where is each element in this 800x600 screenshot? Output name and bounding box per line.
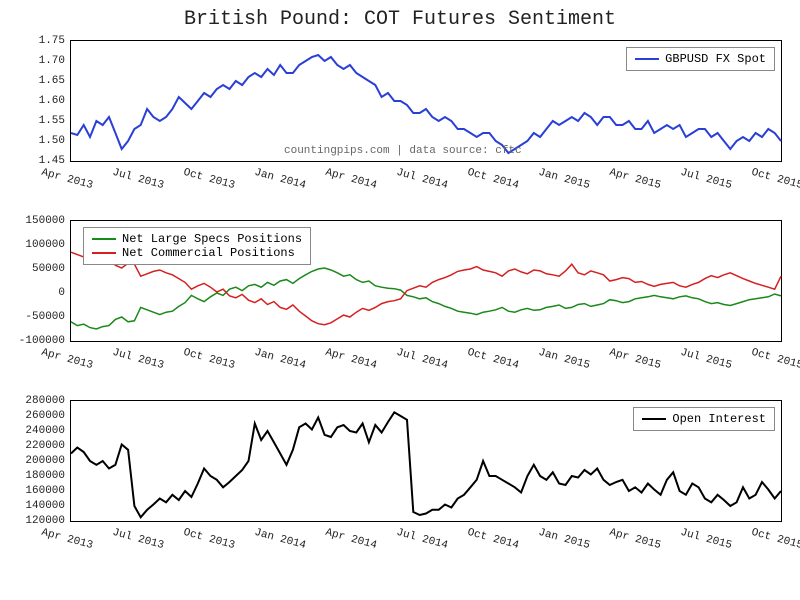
ytick: 140000: [25, 500, 71, 512]
xtick: Oct 2013: [182, 521, 238, 552]
legend-swatch: [92, 238, 116, 240]
ytick: 150000: [25, 215, 71, 227]
legend-oi: Open Interest: [633, 407, 775, 431]
xtick: Jul 2014: [395, 161, 451, 192]
legend-label: Net Commercial Positions: [122, 246, 295, 260]
panel-open-interest: Open Interest 12000014000016000018000020…: [70, 400, 782, 522]
xtick: Jul 2013: [111, 521, 167, 552]
ytick: 100000: [25, 239, 71, 251]
xtick: Apr 2015: [608, 341, 664, 372]
xtick: Oct 2015: [750, 521, 800, 552]
xtick: Apr 2014: [324, 161, 380, 192]
legend-fx-spot: GBPUSD FX Spot: [626, 47, 775, 71]
xtick: Jan 2014: [253, 161, 309, 192]
ytick: 240000: [25, 425, 71, 437]
xtick: Oct 2013: [182, 341, 238, 372]
xtick: Jan 2014: [253, 521, 309, 552]
legend-swatch: [642, 418, 666, 420]
legend-swatch: [635, 58, 659, 60]
xtick: Jan 2015: [537, 161, 593, 192]
ytick: 220000: [25, 440, 71, 452]
ytick: 1.55: [39, 115, 71, 127]
ytick: 50000: [32, 263, 71, 275]
legend-item: Net Commercial Positions: [92, 246, 302, 260]
xtick: Jul 2015: [679, 161, 735, 192]
xtick: Oct 2015: [750, 161, 800, 192]
ytick: 280000: [25, 395, 71, 407]
xtick: Jan 2015: [537, 521, 593, 552]
ytick: 1.70: [39, 55, 71, 67]
xtick: Oct 2014: [466, 161, 522, 192]
legend-label: Open Interest: [672, 412, 766, 426]
xtick: Apr 2014: [324, 521, 380, 552]
ytick: 180000: [25, 470, 71, 482]
legend-swatch: [92, 252, 116, 254]
panel-positions: Net Large Specs PositionsNet Commercial …: [70, 220, 782, 342]
ytick: 200000: [25, 455, 71, 467]
xtick: Jan 2015: [537, 341, 593, 372]
xtick: Jul 2014: [395, 521, 451, 552]
xtick: Jul 2013: [111, 161, 167, 192]
ytick: 160000: [25, 485, 71, 497]
xtick: Jul 2013: [111, 341, 167, 372]
legend-positions: Net Large Specs PositionsNet Commercial …: [83, 227, 311, 265]
xtick: Jul 2015: [679, 521, 735, 552]
ytick: 1.75: [39, 35, 71, 47]
legend-label: GBPUSD FX Spot: [665, 52, 766, 66]
ytick: -50000: [25, 311, 71, 323]
subtitle: countingpips.com | data source: cftc: [284, 145, 522, 157]
xtick: Jan 2014: [253, 341, 309, 372]
ytick: 1.60: [39, 95, 71, 107]
ytick: 1.65: [39, 75, 71, 87]
xtick: Apr 2015: [608, 521, 664, 552]
xtick: Oct 2014: [466, 521, 522, 552]
panel-fx-spot: countingpips.com | data source: cftc GBP…: [70, 40, 782, 162]
xtick: Oct 2015: [750, 341, 800, 372]
chart-title: British Pound: COT Futures Sentiment: [0, 0, 800, 31]
xtick: Jul 2015: [679, 341, 735, 372]
ytick: 0: [58, 287, 71, 299]
ytick: 1.50: [39, 135, 71, 147]
xtick: Oct 2014: [466, 341, 522, 372]
ytick: 260000: [25, 410, 71, 422]
legend-item: GBPUSD FX Spot: [635, 52, 766, 66]
legend-item: Open Interest: [642, 412, 766, 426]
xtick: Apr 2014: [324, 341, 380, 372]
xtick: Apr 2015: [608, 161, 664, 192]
legend-item: Net Large Specs Positions: [92, 232, 302, 246]
legend-label: Net Large Specs Positions: [122, 232, 302, 246]
xtick: Jul 2014: [395, 341, 451, 372]
xtick: Oct 2013: [182, 161, 238, 192]
